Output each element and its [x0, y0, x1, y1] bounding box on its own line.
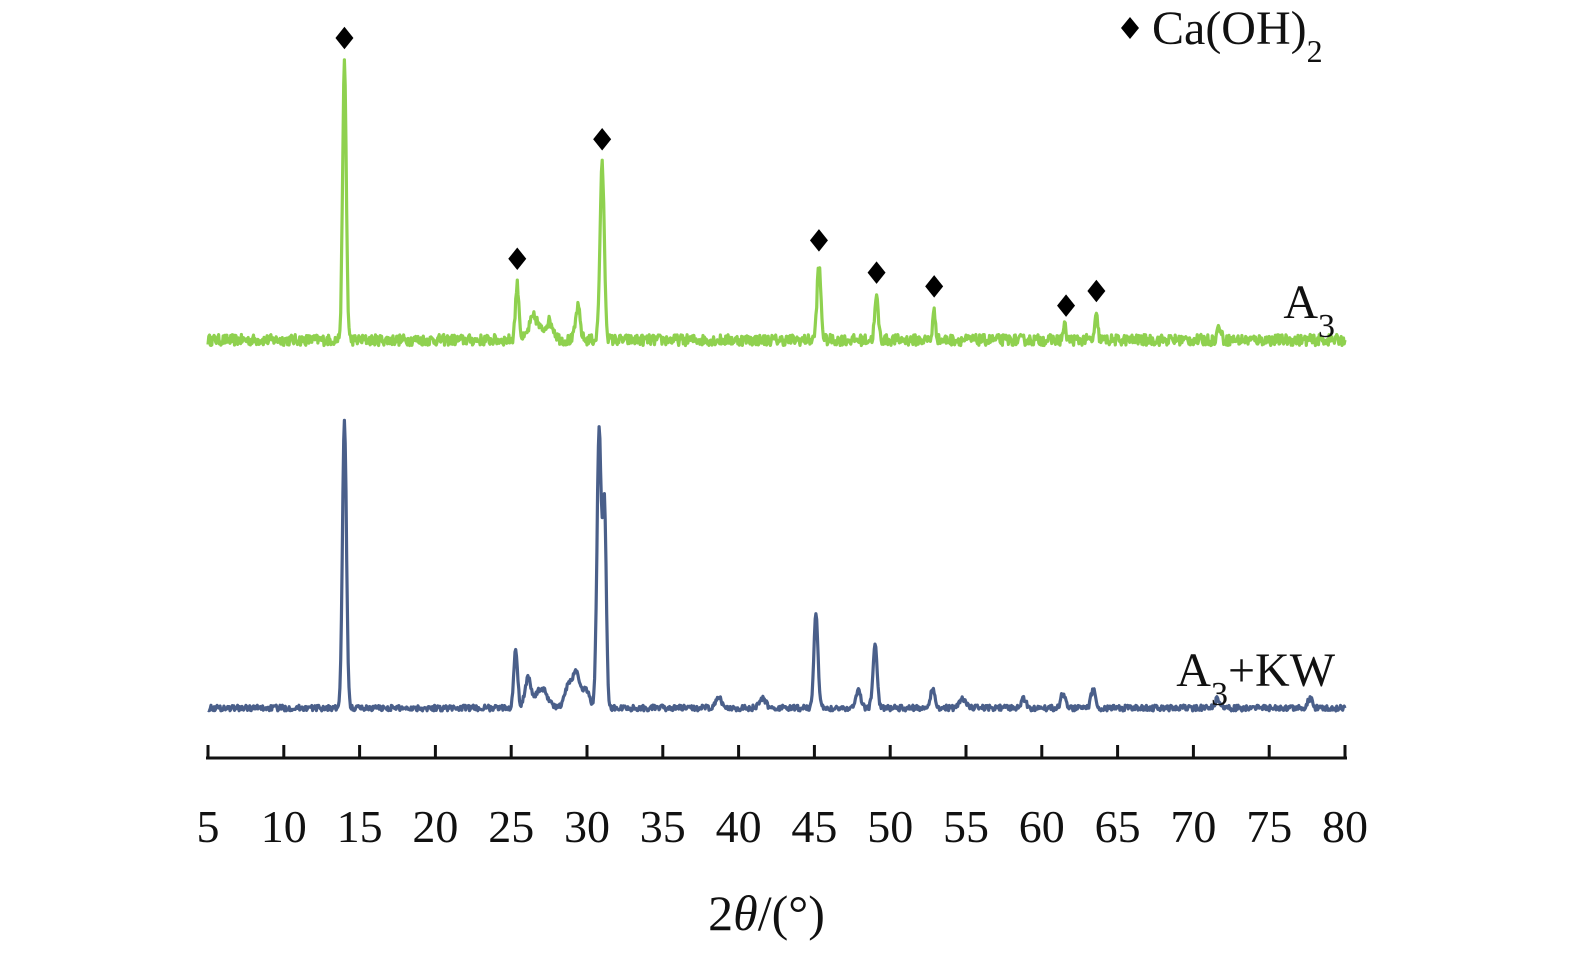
peak-marker-3: [809, 229, 828, 252]
x-tick-label-45: 45: [791, 801, 837, 852]
x-tick-label-40: 40: [716, 801, 762, 852]
series-group: [206, 58, 1347, 713]
peak-marker-5: [925, 275, 944, 298]
peak-marker-7: [1087, 279, 1106, 303]
x-tick-label-25: 25: [488, 801, 534, 852]
x-tick-label-5: 5: [197, 801, 220, 852]
x-tick-label-20: 20: [412, 801, 458, 852]
x-tick-label-35: 35: [640, 801, 686, 852]
x-tick-label-60: 60: [1019, 801, 1065, 852]
x-tick-label-30: 30: [564, 801, 610, 852]
x-tick-label-65: 65: [1095, 801, 1141, 852]
x-tick-label-55: 55: [943, 801, 989, 852]
x-tick-label-75: 75: [1246, 801, 1292, 852]
legend-label: Ca(OH)2: [1152, 2, 1323, 69]
series-line-0: [206, 58, 1347, 348]
peak-marker-0: [335, 26, 354, 50]
x-tick-label-15: 15: [337, 801, 383, 852]
peak-marker-1: [508, 247, 527, 271]
legend-diamond-icon: [1121, 17, 1139, 39]
series-label-0: A3: [1283, 276, 1335, 345]
marker-group: [335, 26, 1106, 317]
x-tick-label-70: 70: [1170, 801, 1216, 852]
peak-marker-6: [1057, 294, 1076, 317]
series-line-1: [207, 418, 1347, 713]
x-tick-label-80: 80: [1322, 801, 1368, 852]
x-axis-title: 2θ/(°): [708, 885, 825, 941]
peak-marker-4: [867, 261, 886, 284]
label-group: A3 A3+KW Ca(OH)2: [1121, 2, 1336, 713]
series-label-1: A3+KW: [1176, 644, 1335, 713]
x-tick-label-50: 50: [867, 801, 913, 852]
x-tick-label-10: 10: [261, 801, 307, 852]
x-axis: 5 10 15 20 25 30 35 40 45 50 55 60 65 70 75 80 2θ/(°): [197, 745, 1368, 941]
peak-marker-2: [593, 127, 612, 151]
